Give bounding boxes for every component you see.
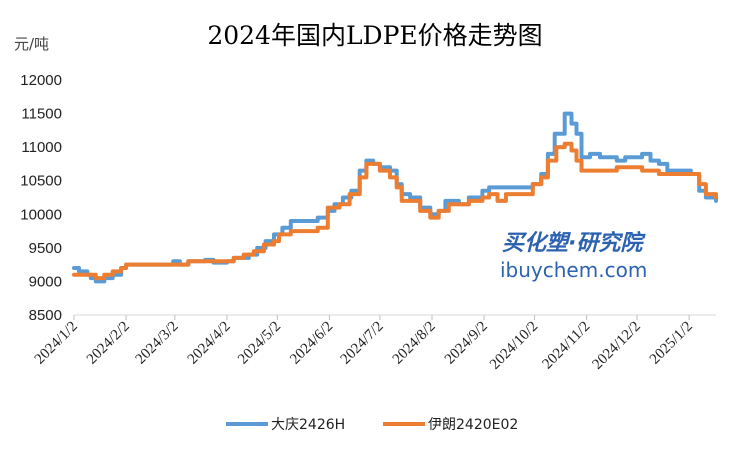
y-tick-label: 11500 <box>21 106 62 123</box>
x-tick-label: 2025/1/2 <box>647 319 696 368</box>
legend: 大庆2426H 伊朗2420E02 <box>226 417 518 433</box>
y-tick-label: 9500 <box>29 240 62 257</box>
legend-label-daqing: 大庆2426H <box>271 417 345 433</box>
x-tick-label: 2024/3/2 <box>133 319 182 368</box>
series-line-daqing-2426h <box>72 111 718 284</box>
x-tick-label: 2024/6/2 <box>287 319 336 368</box>
x-tick-label: 2024/2/2 <box>84 319 133 368</box>
legend-label-iran: 伊朗2420E02 <box>428 417 518 433</box>
y-tick-label: 11000 <box>21 139 62 156</box>
x-tick-label: 2024/11/2 <box>539 319 593 373</box>
series-lines <box>72 111 718 284</box>
series-line-iran-2420e02 <box>72 141 718 281</box>
y-tick-label: 10000 <box>20 206 62 223</box>
x-tick-label: 2024/9/2 <box>442 319 491 368</box>
chart-title: 2024年国内LDPE价格走势图 <box>207 21 542 50</box>
x-tick-label: 2024/1/2 <box>32 319 81 368</box>
x-tick-label: 2024/10/2 <box>487 319 541 373</box>
x-tick-label: 2024/12/2 <box>590 319 644 373</box>
x-tick-label: 2024/4/2 <box>185 319 234 368</box>
y-tick-label: 12000 <box>20 72 62 89</box>
y-axis-ticks: 8500 9000 9500 10000 10500 11000 11500 12000 <box>20 72 62 324</box>
y-tick-label: 10500 <box>20 173 62 190</box>
y-tick-label: 8500 <box>29 307 62 324</box>
watermark: 买化塑·研究院 ibuychem.com <box>500 230 647 282</box>
x-tick-label: 2024/7/2 <box>338 319 387 368</box>
y-axis-unit: 元/吨 <box>14 35 49 53</box>
x-tick-label: 2024/5/2 <box>235 319 284 368</box>
watermark-url: ibuychem.com <box>500 258 647 282</box>
x-tick-label: 2024/8/2 <box>390 319 439 368</box>
x-axis-ticks: 2024/1/2 2024/2/2 2024/3/2 2024/4/2 2024/5/2… <box>32 315 696 373</box>
watermark-brand: 买化塑·研究院 <box>502 230 646 256</box>
y-tick-label: 9000 <box>29 273 62 290</box>
